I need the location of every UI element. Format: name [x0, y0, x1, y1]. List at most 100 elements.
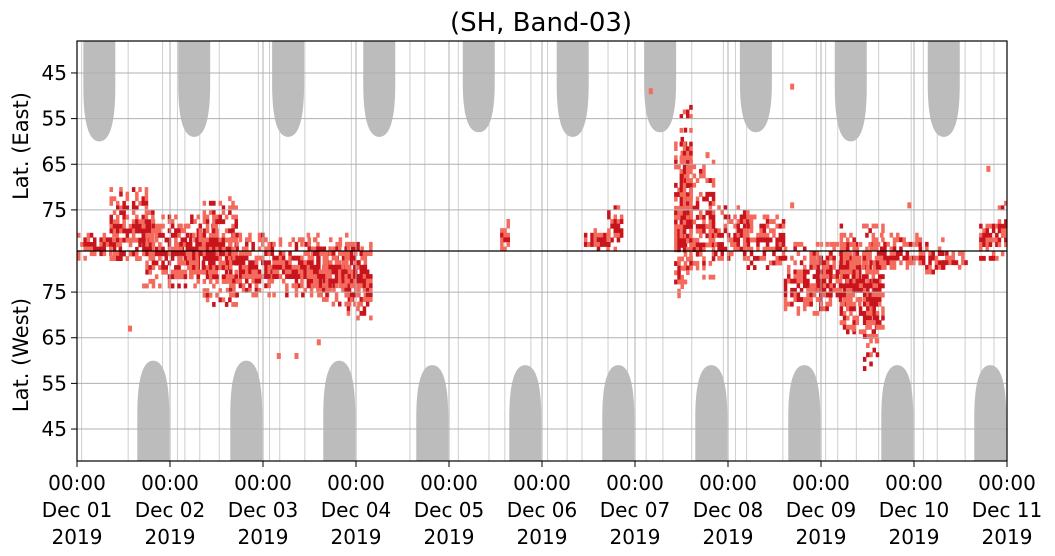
x-tick-label-line: 00:00 [141, 471, 199, 495]
activity-cell [228, 251, 232, 257]
activity-cell [677, 205, 681, 211]
activity-cell [229, 278, 233, 284]
activity-cell [319, 246, 323, 252]
activity-cell [593, 228, 597, 234]
activity-cell [686, 160, 690, 165]
activity-cell [238, 251, 243, 256]
activity-cell [826, 283, 830, 289]
activity-cell [868, 315, 872, 321]
activity-cell [215, 214, 219, 220]
activity-cell [170, 283, 175, 289]
activity-cell [161, 251, 165, 257]
activity-cell [234, 237, 238, 243]
activity-cell [899, 260, 903, 266]
activity-cell [862, 301, 867, 307]
activity-cell [151, 246, 155, 252]
activity-cell [202, 214, 207, 220]
activity-cell [796, 283, 801, 289]
activity-cell [868, 278, 872, 284]
activity-cell [344, 278, 348, 284]
activity-cell [350, 246, 355, 252]
activity-cell [185, 232, 190, 238]
activity-cell [177, 246, 181, 252]
activity-cell [231, 223, 235, 229]
activity-cell [866, 352, 870, 358]
activity-cell [359, 297, 363, 302]
activity-cell [138, 242, 142, 248]
activity-cell [869, 352, 873, 358]
activity-cell [749, 214, 754, 220]
activity-cell [141, 219, 145, 225]
activity-cell [96, 246, 100, 252]
activity-cell [881, 315, 885, 321]
activity-cell [730, 242, 734, 247]
activity-cell [677, 261, 681, 266]
activity-cell [839, 269, 844, 275]
activity-cell [278, 255, 283, 261]
activity-cell [822, 292, 827, 298]
activity-cell [218, 237, 222, 243]
activity-cell [116, 219, 120, 225]
activity-cell [846, 329, 850, 335]
activity-cell [218, 251, 222, 257]
activity-cell [288, 260, 292, 266]
activity-cell [908, 260, 913, 266]
activity-cell [338, 283, 343, 289]
activity-cell [674, 141, 678, 147]
activity-cell [180, 228, 184, 234]
activity-cell [812, 283, 817, 289]
activity-cell [739, 232, 744, 238]
activity-cell [689, 265, 693, 271]
activity-cell [928, 255, 932, 261]
activity-cell [164, 237, 168, 243]
activity-cell [145, 251, 149, 257]
activity-cell [357, 301, 361, 307]
activity-cell [674, 261, 678, 266]
activity-cell [948, 255, 952, 261]
activity-cell [151, 278, 156, 284]
activity-cell [83, 242, 87, 247]
activity-cell [869, 333, 873, 339]
activity-cell [122, 219, 126, 225]
activity-cell [677, 224, 681, 230]
activity-point [128, 325, 133, 332]
activity-cell [270, 251, 275, 256]
activity-cell [316, 246, 320, 252]
activity-cell [855, 269, 860, 275]
activity-cell [212, 274, 216, 280]
activity-cell [596, 232, 601, 238]
activity-cell [839, 283, 844, 289]
activity-cell [188, 242, 193, 247]
activity-cell [180, 237, 184, 243]
activity-cell [285, 283, 289, 289]
no-data-region-east [83, 41, 116, 142]
activity-cell [316, 251, 320, 256]
activity-cell [238, 255, 243, 261]
activity-cell [717, 232, 721, 238]
activity-cell [995, 255, 999, 261]
activity-cell [164, 251, 168, 257]
activity-cell [708, 224, 713, 229]
activity-cell [739, 219, 744, 224]
activity-cell [369, 292, 373, 298]
activity-cell [202, 219, 207, 225]
activity-cell [215, 256, 219, 261]
activity-cell [783, 283, 788, 289]
activity-cell [154, 237, 159, 243]
activity-cell [186, 255, 191, 261]
activity-cell [183, 269, 188, 275]
activity-cell [711, 201, 716, 206]
activity-cell [711, 256, 716, 262]
activity-cell [174, 265, 178, 270]
activity-cell [855, 315, 860, 321]
activity-cell [231, 302, 235, 307]
activity-cell [347, 269, 352, 275]
no-data-layer [83, 41, 1007, 461]
activity-cell [945, 251, 949, 256]
activity-cell [717, 246, 721, 252]
activity-cell [862, 310, 867, 316]
activity-cell [689, 196, 693, 202]
activity-cell [854, 241, 859, 247]
activity-cell [875, 320, 880, 325]
activity-cell [875, 292, 880, 298]
